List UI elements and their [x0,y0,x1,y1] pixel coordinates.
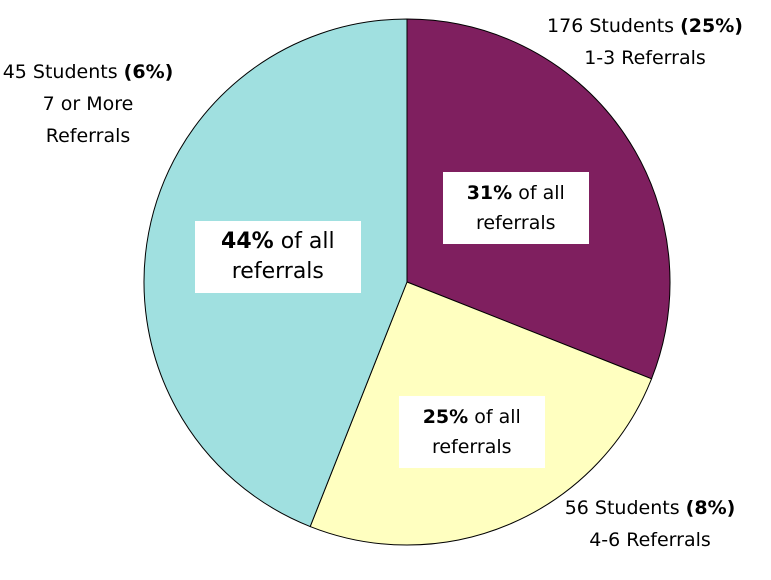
slice-value: 44% [221,229,274,255]
slice-value: 25% [422,405,469,428]
slice-suffix: of all referrals [231,229,335,285]
student-share: (8%) [685,497,736,519]
slice-suffix: of all referrals [475,182,565,235]
slice-label: 25% of all referrals [398,395,545,468]
category-label: 45 Students (6%) 7 or More Referrals [0,56,176,152]
student-count: 176 Students [547,15,675,37]
category-label: 56 Students (8%) 4-6 Referrals [530,492,770,556]
student-count: 56 Students [564,497,680,519]
category-label: 176 Students (25%) 1-3 Referrals [520,10,770,74]
slice-label: 31% of all referrals [442,172,589,245]
student-share: (6%) [123,61,174,83]
slice-suffix: of all referrals [431,405,521,458]
category-name: 1-3 Referrals [584,47,706,69]
category-name: 7 or More Referrals [42,93,134,147]
student-share: (25%) [680,15,743,37]
category-name: 4-6 Referrals [589,529,711,551]
slice-value: 31% [466,182,513,205]
student-count: 45 Students [2,61,118,83]
slice-label: 44% of all referrals [194,221,361,294]
